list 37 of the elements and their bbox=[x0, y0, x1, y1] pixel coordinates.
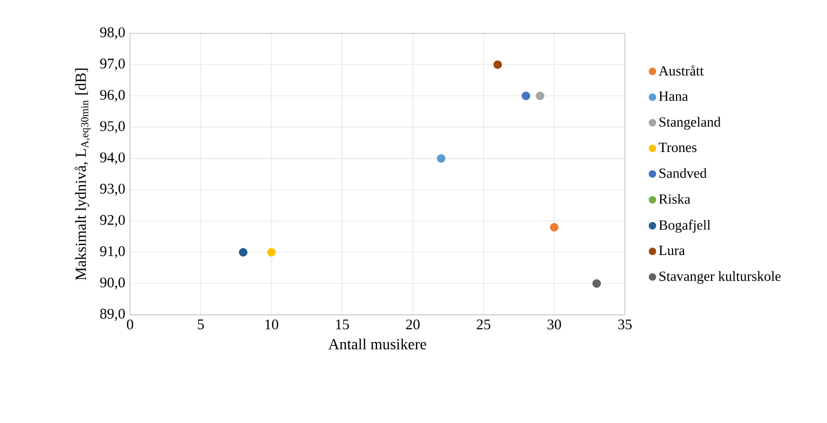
point bbox=[550, 223, 559, 232]
y-tick-label: 92,0 bbox=[100, 215, 125, 228]
point bbox=[238, 248, 248, 257]
legend-label: Stangeland bbox=[660, 117, 721, 130]
x-tick-label: 0 bbox=[126, 320, 134, 330]
x-tick-label: 25 bbox=[476, 320, 490, 330]
legend-label: Lura bbox=[658, 246, 685, 256]
y-tick-label: 98,0 bbox=[100, 27, 125, 40]
x-axis-title: Antall musikere bbox=[328, 338, 426, 350]
legend-label: Trones bbox=[658, 142, 696, 152]
y-tick-label: 94,0 bbox=[100, 152, 125, 165]
y-tick-label: 97,0 bbox=[100, 58, 125, 71]
x-tick-label: 15 bbox=[336, 320, 349, 330]
point bbox=[436, 154, 446, 163]
legend-label: Hana bbox=[658, 92, 688, 102]
y-tick-label: 89,0 bbox=[100, 308, 125, 321]
point bbox=[493, 60, 502, 69]
x-tick-label: 35 bbox=[618, 320, 632, 330]
point bbox=[592, 279, 601, 288]
point bbox=[522, 92, 530, 100]
legend-label: Sandved bbox=[660, 168, 707, 178]
x-tick-label: 30 bbox=[548, 320, 562, 330]
point bbox=[536, 92, 544, 100]
point bbox=[267, 248, 276, 257]
legend-label: Austrått bbox=[658, 65, 704, 76]
y-tick-label: 90,0 bbox=[100, 278, 125, 290]
legend-label: Stavanger kulturskole bbox=[660, 271, 781, 284]
y-tick-label: 95,0 bbox=[100, 121, 125, 134]
x-tick-label: 20 bbox=[406, 320, 420, 330]
x-tick-label: 10 bbox=[265, 320, 278, 330]
legend-label: Bogafjell bbox=[658, 220, 710, 233]
y-axis-title: Maksimalt lydnivå, L$_{A,eq30min}$ [dB] bbox=[74, 68, 90, 280]
y-tick-label: 96,0 bbox=[100, 90, 125, 102]
y-tick-label: 91,0 bbox=[100, 246, 125, 258]
y-tick-label: 93,0 bbox=[100, 184, 125, 196]
x-tick-label: 5 bbox=[198, 320, 204, 330]
legend-label: Riska bbox=[658, 194, 690, 204]
